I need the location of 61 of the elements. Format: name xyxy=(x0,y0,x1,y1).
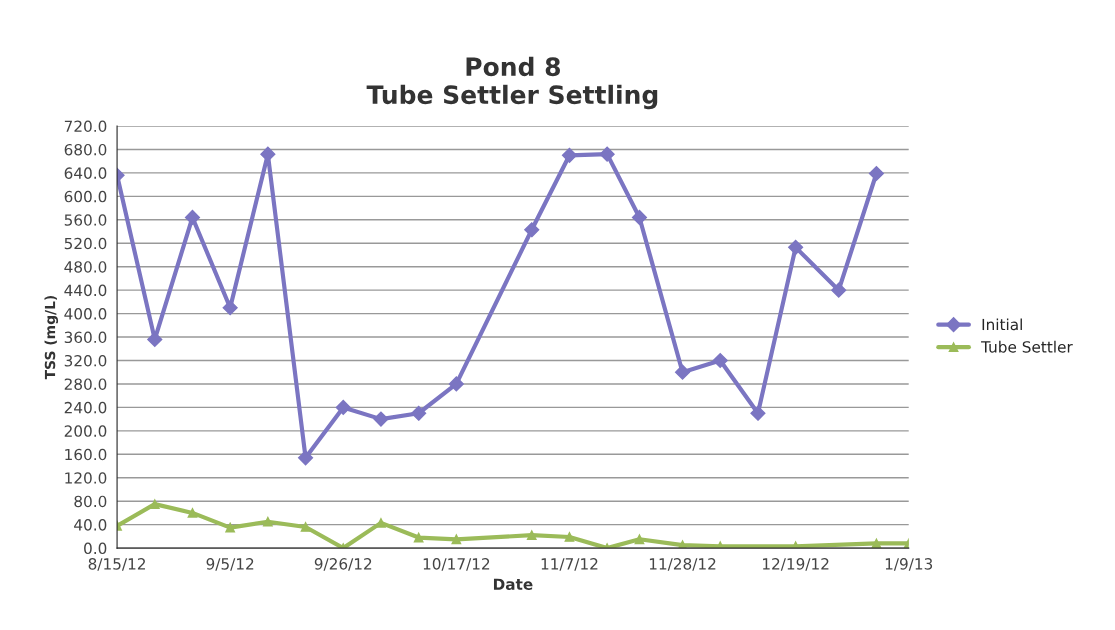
point xyxy=(564,532,575,542)
y-tick-label: 560.0 xyxy=(64,214,107,226)
y-tick-label: 520.0 xyxy=(64,237,107,250)
y-tick-label: 720.0 xyxy=(64,120,107,133)
y-tick-label: 200.0 xyxy=(64,425,107,437)
point xyxy=(674,364,691,380)
y-tick-label: 120.0 xyxy=(65,472,107,484)
x-tick-label: 12/19/12 xyxy=(763,558,829,571)
point xyxy=(788,239,804,255)
point xyxy=(260,146,276,162)
y-tick-label: 680.0 xyxy=(64,143,107,156)
x-tick-label: 11/28/12 xyxy=(649,558,716,571)
x-tick-label: 1/9/13 xyxy=(885,558,933,571)
x-tick-label: 10/17/12 xyxy=(423,558,490,571)
point xyxy=(335,399,351,415)
y-tick-label: 80.0 xyxy=(74,495,107,508)
point xyxy=(149,499,160,509)
point xyxy=(831,282,847,298)
y-tick-label: 280.0 xyxy=(64,378,107,390)
y-tick-label: 640.0 xyxy=(64,167,107,179)
y-tick-label: 0.0 xyxy=(84,542,107,555)
y-tick-label: 40.0 xyxy=(74,519,107,531)
point xyxy=(411,405,427,421)
point xyxy=(373,411,389,427)
point xyxy=(376,518,386,528)
x-tick-label: 9/5/12 xyxy=(206,558,254,571)
y-tick-label: 160.0 xyxy=(65,448,107,461)
chart-title: Pond 8 Tube Settler Settling xyxy=(366,56,658,110)
point xyxy=(300,522,311,532)
point xyxy=(712,352,728,369)
point xyxy=(297,450,314,466)
point xyxy=(263,516,273,527)
y-tick-label: 320.0 xyxy=(64,354,107,367)
point xyxy=(631,209,648,226)
y-tick-label: 600.0 xyxy=(64,190,107,203)
legend-label: Tube Settler xyxy=(981,340,1073,353)
point xyxy=(599,146,615,162)
point xyxy=(222,300,238,316)
point xyxy=(868,165,884,182)
x-axis-title: Date xyxy=(493,578,533,590)
point xyxy=(561,147,578,163)
point xyxy=(750,405,766,421)
x-tick-label: 8/15/12 xyxy=(88,558,145,571)
x-tick-label: 11/7/12 xyxy=(541,558,598,571)
point xyxy=(634,534,645,545)
point xyxy=(524,222,540,238)
y-tick-label: 240.0 xyxy=(64,401,107,414)
y-tick-label: 440.0 xyxy=(64,284,107,297)
point xyxy=(184,209,201,226)
point xyxy=(413,532,424,543)
point xyxy=(451,534,462,545)
point xyxy=(225,522,236,533)
legend-label: Initial xyxy=(982,318,1022,331)
point xyxy=(448,376,464,392)
y-axis-title: TSS (mg/L) xyxy=(44,295,59,380)
y-tick-label: 360.0 xyxy=(64,331,107,344)
point xyxy=(526,530,537,541)
x-tick-label: 9/26/12 xyxy=(314,558,372,571)
y-tick-label: 400.0 xyxy=(64,308,107,320)
y-tick-label: 480.0 xyxy=(64,261,107,273)
point xyxy=(187,508,198,518)
